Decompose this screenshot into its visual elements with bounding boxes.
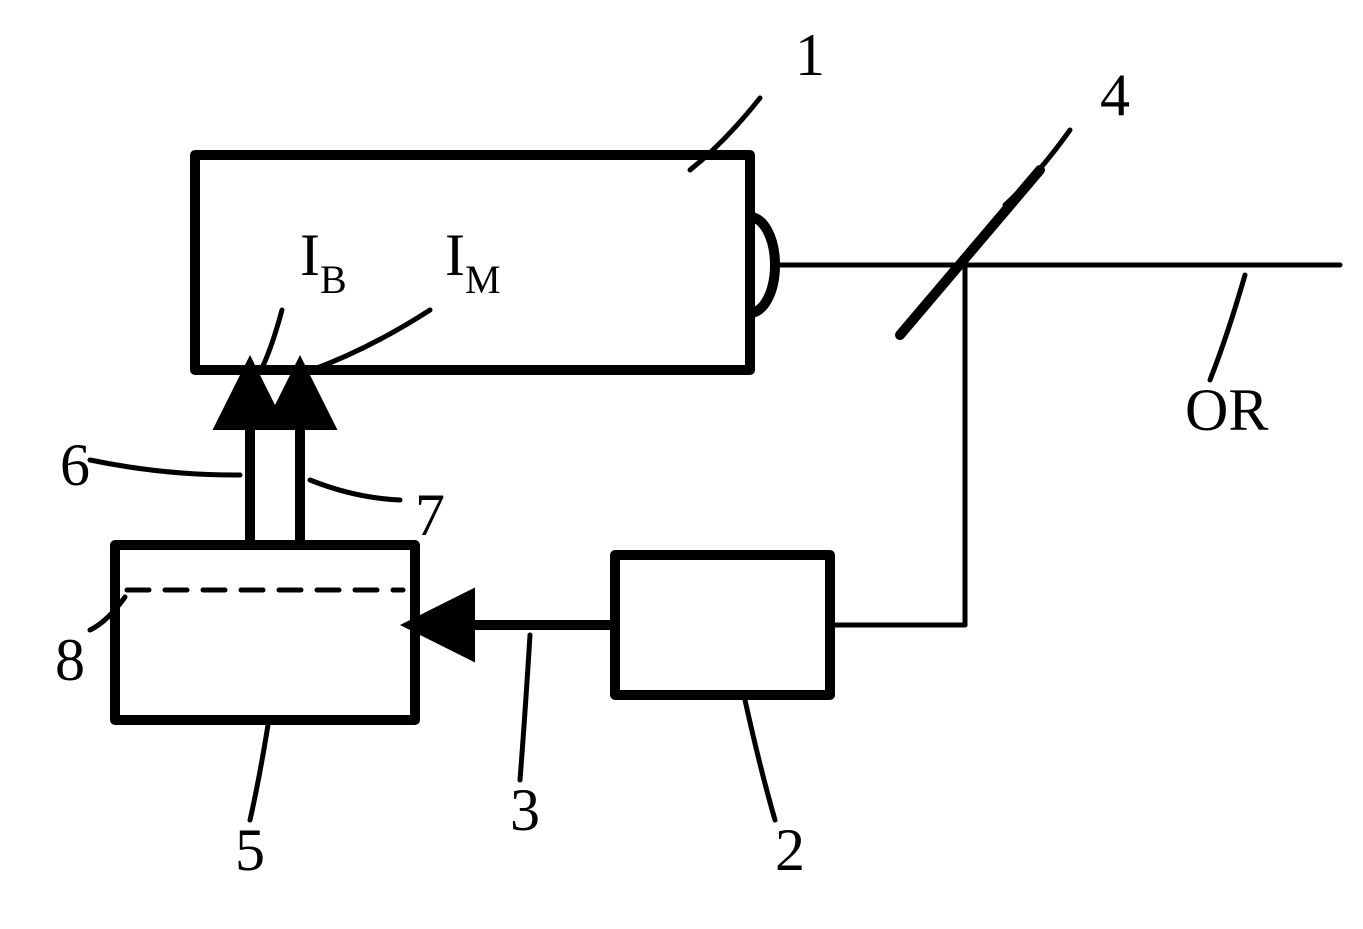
mirror-ref: 4 <box>1100 62 1130 128</box>
controller-ref: 5 <box>235 817 265 883</box>
threshold-ref: 8 <box>55 627 85 693</box>
label-ib: IB <box>300 222 347 302</box>
signal-3-ref: 3 <box>510 777 540 843</box>
signal-7-ref: 7 <box>415 482 445 548</box>
signal-6-leader <box>90 460 240 475</box>
label-ib-leader <box>262 310 282 368</box>
laser-ref: 1 <box>795 22 825 88</box>
detector-ref: 2 <box>775 817 805 883</box>
label-im-leader <box>312 310 430 370</box>
controller-leader <box>250 725 268 820</box>
signal-7-leader <box>310 480 400 500</box>
detector-box <box>615 555 830 695</box>
signal-6-ref: 6 <box>60 432 90 498</box>
optical-beam-leader <box>1210 275 1245 380</box>
signal-3-leader <box>520 635 530 780</box>
diagram-canvas: 1 5 2 8 4 OR 3 6 7 IB IM <box>0 0 1363 929</box>
detector-leader <box>745 700 775 820</box>
label-im: IM <box>445 222 501 302</box>
optical-beam-ref: OR <box>1185 377 1268 443</box>
controller-box <box>115 545 415 720</box>
